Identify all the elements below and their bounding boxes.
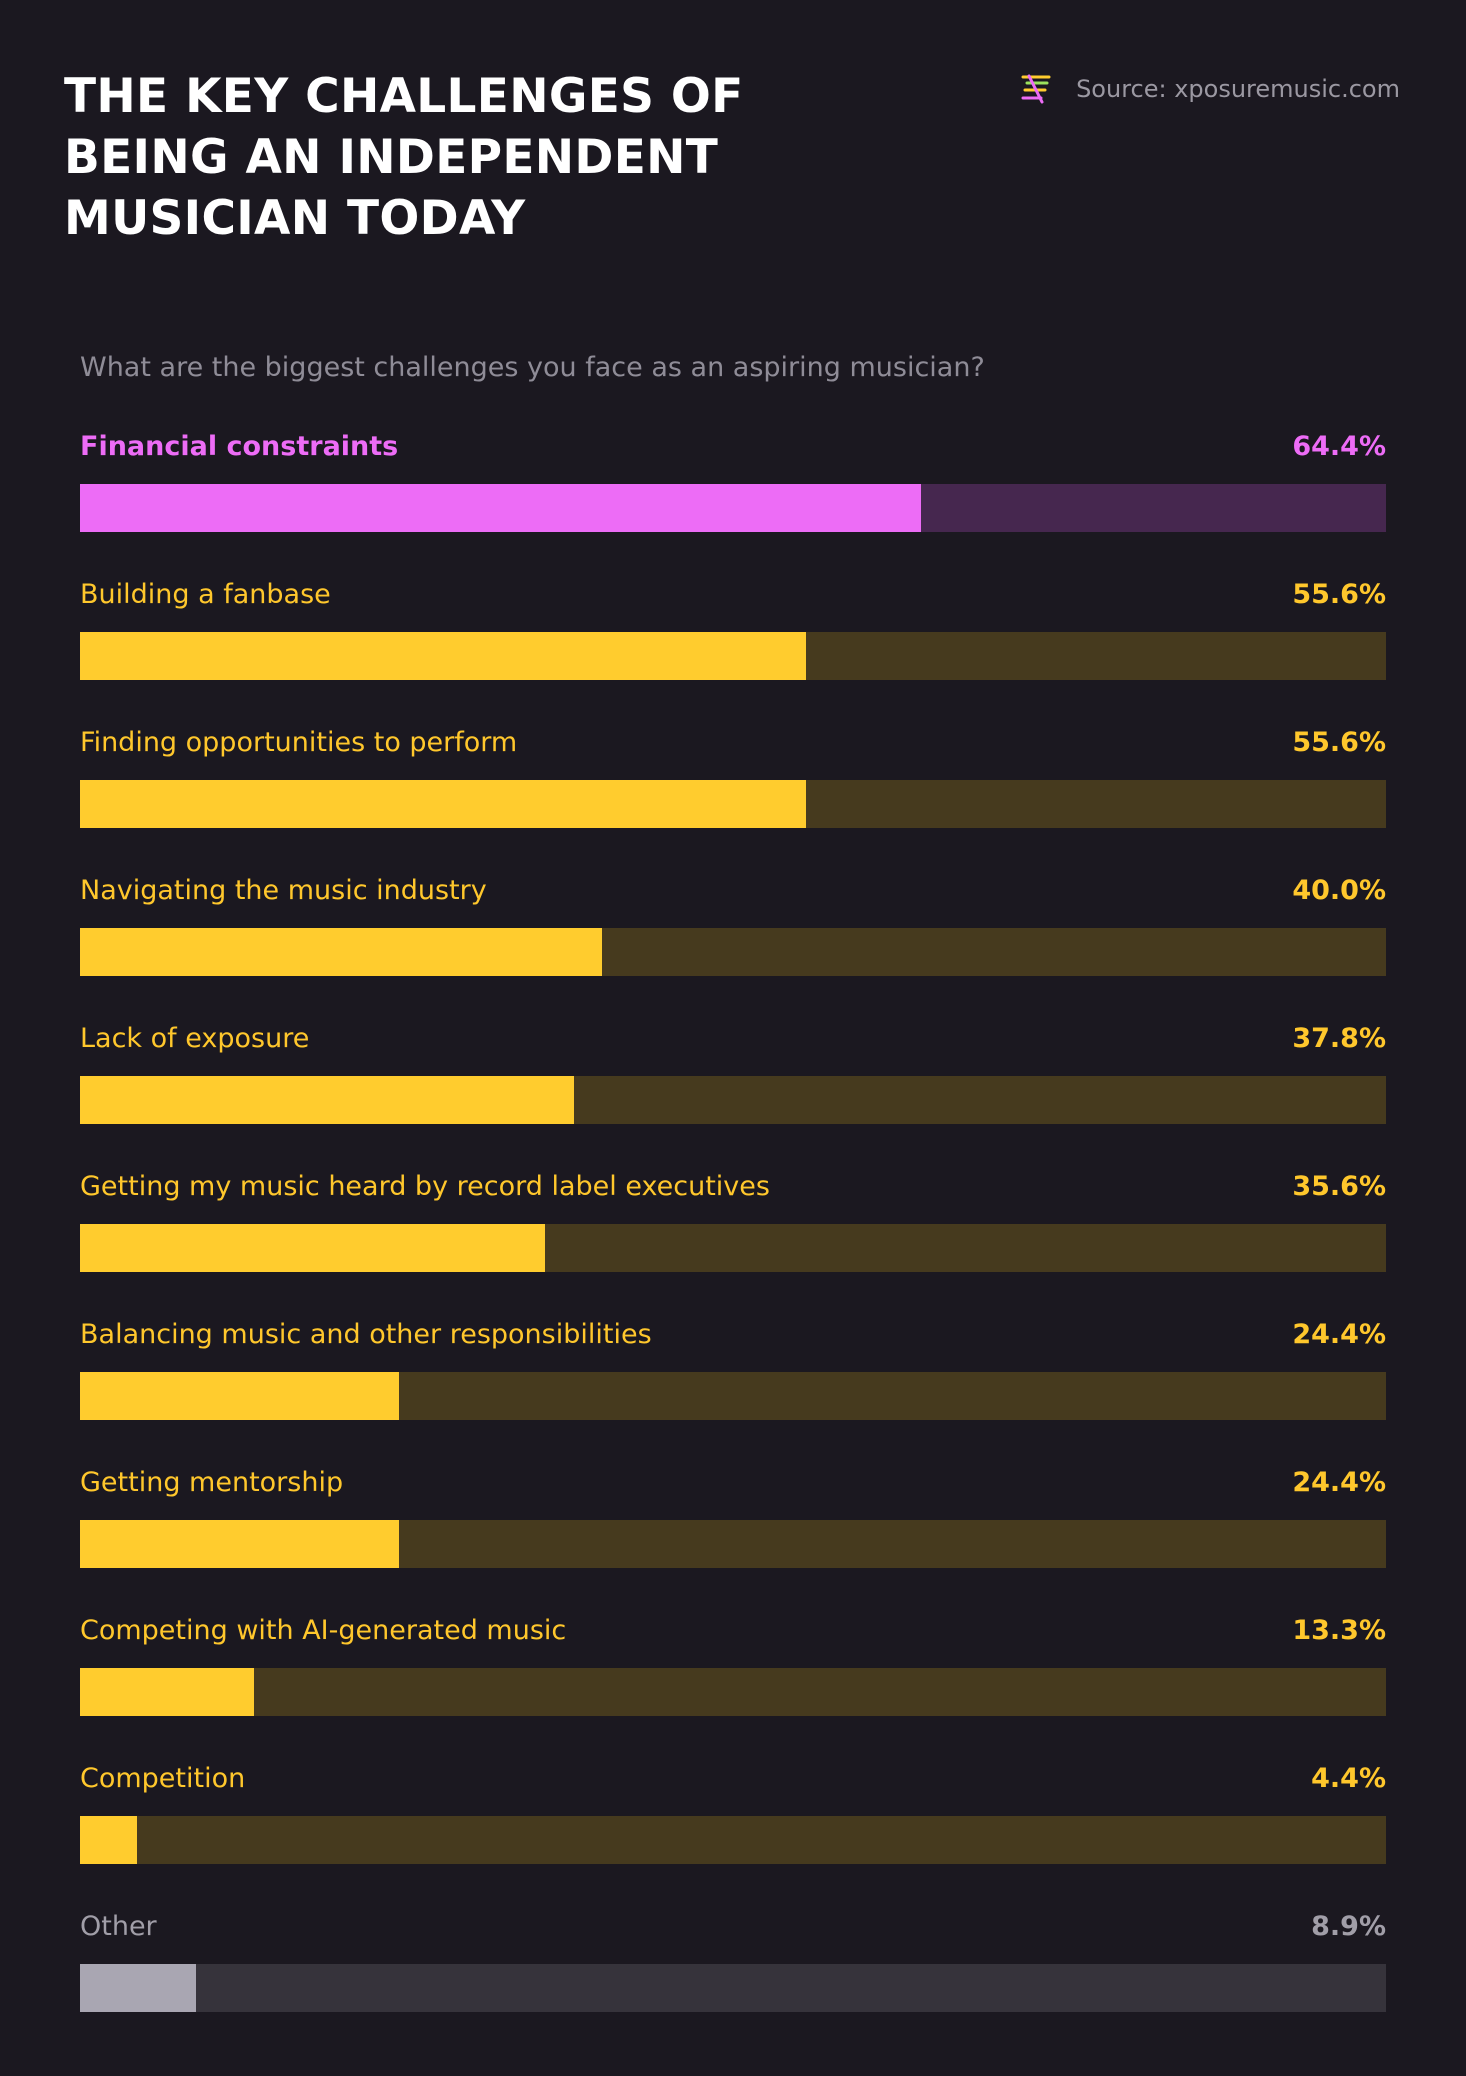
bar-value-label: 40.0% — [1292, 874, 1386, 906]
bar-track — [80, 780, 1386, 828]
bar-track — [80, 484, 1386, 532]
bar-fill — [80, 928, 602, 976]
bar-fill — [80, 1520, 399, 1568]
bar-label: Building a fanbase — [80, 578, 331, 610]
bar-row: Financial constraints 64.4% — [80, 424, 1386, 572]
bar-value-label: 4.4% — [1311, 1762, 1386, 1794]
bar-label: Getting mentorship — [80, 1466, 344, 1498]
bar-row-header: Building a fanbase 55.6% — [80, 572, 1386, 616]
bar-row: Getting my music heard by record label e… — [80, 1164, 1386, 1312]
bar-row-header: Lack of exposure 37.8% — [80, 1016, 1386, 1060]
bar-value-label: 8.9% — [1311, 1910, 1386, 1942]
chart-title: THE KEY CHALLENGES OF BEING AN INDEPENDE… — [64, 69, 744, 246]
bar-row-header: Other 8.9% — [80, 1904, 1386, 1948]
bar-row: Navigating the music industry 40.0% — [80, 868, 1386, 1016]
bar-fill — [80, 1076, 574, 1124]
bar-row-header: Financial constraints 64.4% — [80, 424, 1386, 468]
bar-value-label: 55.6% — [1292, 578, 1386, 610]
bar-label: Lack of exposure — [80, 1022, 310, 1054]
bar-value-label: 24.4% — [1292, 1318, 1386, 1350]
bar-track — [80, 1668, 1386, 1716]
bar-label: Balancing music and other responsibiliti… — [80, 1318, 652, 1350]
bar-value-label: 64.4% — [1292, 430, 1386, 462]
bar-label: Financial constraints — [80, 430, 399, 462]
bar-track — [80, 928, 1386, 976]
bar-value-label: 37.8% — [1292, 1022, 1386, 1054]
bar-fill — [80, 632, 806, 680]
bar-value-label: 24.4% — [1292, 1466, 1386, 1498]
bar-row-header: Getting my music heard by record label e… — [80, 1164, 1386, 1208]
bar-row: Lack of exposure 37.8% — [80, 1016, 1386, 1164]
bar-fill — [80, 1964, 196, 2012]
bar-fill — [80, 780, 806, 828]
bar-row-header: Getting mentorship 24.4% — [80, 1460, 1386, 1504]
bar-label: Other — [80, 1910, 157, 1942]
bar-track — [80, 1076, 1386, 1124]
bar-track — [80, 632, 1386, 680]
bar-label: Competition — [80, 1762, 246, 1794]
bar-row: Competing with AI-generated music 13.3% — [80, 1608, 1386, 1756]
bar-row-header: Navigating the music industry 40.0% — [80, 868, 1386, 912]
bar-list: Financial constraints 64.4% Building a fan… — [80, 424, 1386, 2052]
bar-fill — [80, 1224, 545, 1272]
bar-row: Finding opportunities to perform 55.6% — [80, 720, 1386, 868]
bar-value-label: 13.3% — [1292, 1614, 1386, 1646]
bar-row: Other 8.9% — [80, 1904, 1386, 2052]
bar-track — [80, 1224, 1386, 1272]
bar-fill — [80, 1668, 254, 1716]
xposure-logo-icon — [1021, 74, 1051, 104]
bar-row: Getting mentorship 24.4% — [80, 1460, 1386, 1608]
bar-label: Finding opportunities to perform — [80, 726, 518, 758]
source-text: Source: xposuremusic.com — [1076, 75, 1400, 103]
chart-question: What are the biggest challenges you face… — [80, 352, 985, 383]
bar-row: Balancing music and other responsibiliti… — [80, 1312, 1386, 1460]
bar-row-header: Competing with AI-generated music 13.3% — [80, 1608, 1386, 1652]
bar-track — [80, 1964, 1386, 2012]
bar-label: Navigating the music industry — [80, 874, 487, 906]
bar-row-header: Finding opportunities to perform 55.6% — [80, 720, 1386, 764]
bar-row-header: Competition 4.4% — [80, 1756, 1386, 1800]
bar-track — [80, 1520, 1386, 1568]
bar-track — [80, 1372, 1386, 1420]
bar-fill — [80, 1372, 399, 1420]
bar-row-header: Balancing music and other responsibiliti… — [80, 1312, 1386, 1356]
bar-row: Competition 4.4% — [80, 1756, 1386, 1904]
bar-label: Competing with AI-generated music — [80, 1614, 567, 1646]
bar-track — [80, 1816, 1386, 1864]
bar-value-label: 55.6% — [1292, 726, 1386, 758]
bar-value-label: 35.6% — [1292, 1170, 1386, 1202]
source-attribution: Source: xposuremusic.com — [1020, 74, 1400, 104]
bar-row: Building a fanbase 55.6% — [80, 572, 1386, 720]
bar-label: Getting my music heard by record label e… — [80, 1170, 770, 1202]
bar-fill — [80, 484, 921, 532]
bar-fill — [80, 1816, 137, 1864]
